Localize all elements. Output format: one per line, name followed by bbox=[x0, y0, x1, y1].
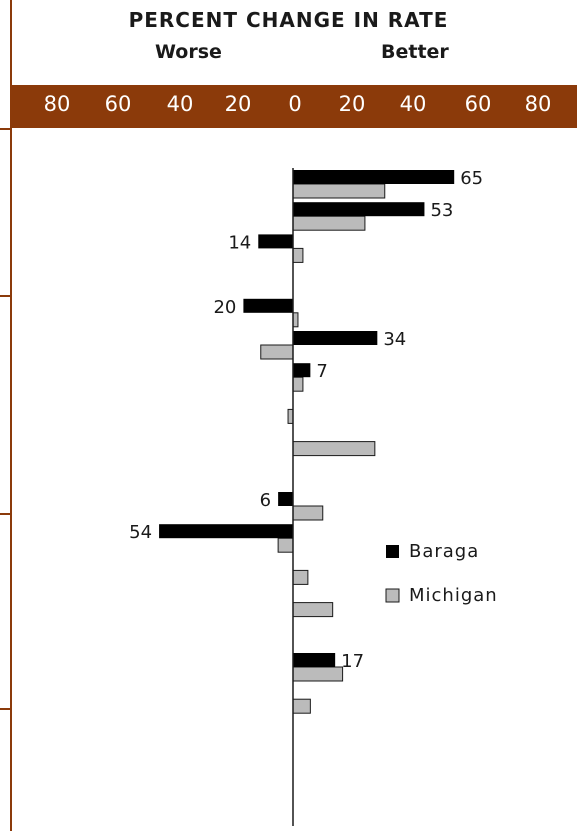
baraga-value-label: 6 bbox=[260, 490, 271, 511]
group-divider bbox=[0, 295, 11, 297]
axis-tick-label: 40 bbox=[166, 92, 194, 116]
group-divider bbox=[0, 513, 11, 515]
michigan-bar bbox=[292, 505, 324, 521]
michigan-bar bbox=[292, 569, 309, 585]
baraga-value-label: 17 bbox=[341, 651, 364, 672]
legend-swatch-michigan bbox=[385, 588, 400, 603]
legend-swatch-baraga bbox=[386, 545, 399, 558]
michigan-bar bbox=[292, 666, 344, 682]
legend-label-baraga: Baraga bbox=[409, 541, 479, 562]
baraga-bar bbox=[293, 653, 336, 667]
baraga-value-label: 34 bbox=[383, 329, 406, 350]
baraga-bar bbox=[293, 202, 425, 217]
axis-tick-label: 40 bbox=[399, 92, 427, 116]
axis-tick-label: 0 bbox=[288, 92, 302, 116]
baraga-bar bbox=[293, 363, 311, 378]
worse-label: Worse bbox=[155, 41, 222, 63]
michigan-bar bbox=[292, 247, 304, 263]
axis-band bbox=[12, 85, 577, 128]
baraga-bar bbox=[293, 170, 455, 184]
michigan-bar bbox=[292, 183, 386, 199]
michigan-bar bbox=[260, 344, 294, 360]
baraga-value-label: 14 bbox=[228, 232, 251, 253]
baraga-value-label: 7 bbox=[316, 361, 327, 382]
baraga-value-label: 20 bbox=[213, 297, 236, 318]
better-label: Better bbox=[381, 41, 449, 63]
legend-label-michigan: Michigan bbox=[409, 585, 498, 606]
michigan-bar bbox=[277, 537, 294, 553]
baraga-value-label: 53 bbox=[430, 200, 453, 221]
baraga-bar bbox=[159, 524, 293, 539]
axis-tick-label: 20 bbox=[224, 92, 252, 116]
michigan-bar bbox=[292, 441, 376, 457]
baraga-bar bbox=[278, 492, 293, 506]
axis-tick-label: 80 bbox=[43, 92, 71, 116]
baraga-value-label: 65 bbox=[460, 168, 483, 189]
michigan-bar bbox=[292, 698, 311, 714]
group-divider bbox=[0, 708, 11, 710]
michigan-bar bbox=[292, 602, 334, 618]
axis-tick-label: 60 bbox=[464, 92, 492, 116]
axis-tick-label: 80 bbox=[524, 92, 552, 116]
baraga-bar bbox=[293, 331, 378, 345]
michigan-bar bbox=[292, 215, 366, 231]
group-divider bbox=[0, 128, 11, 130]
michigan-bar bbox=[292, 376, 304, 392]
baraga-value-label: 54 bbox=[129, 522, 152, 543]
left-rule bbox=[10, 0, 12, 831]
axis-tick-label: 60 bbox=[104, 92, 132, 116]
baraga-bar bbox=[258, 234, 293, 249]
chart-title: PERCENT CHANGE IN RATE bbox=[128, 8, 449, 32]
baraga-bar bbox=[243, 298, 293, 313]
axis-tick-label: 20 bbox=[338, 92, 366, 116]
